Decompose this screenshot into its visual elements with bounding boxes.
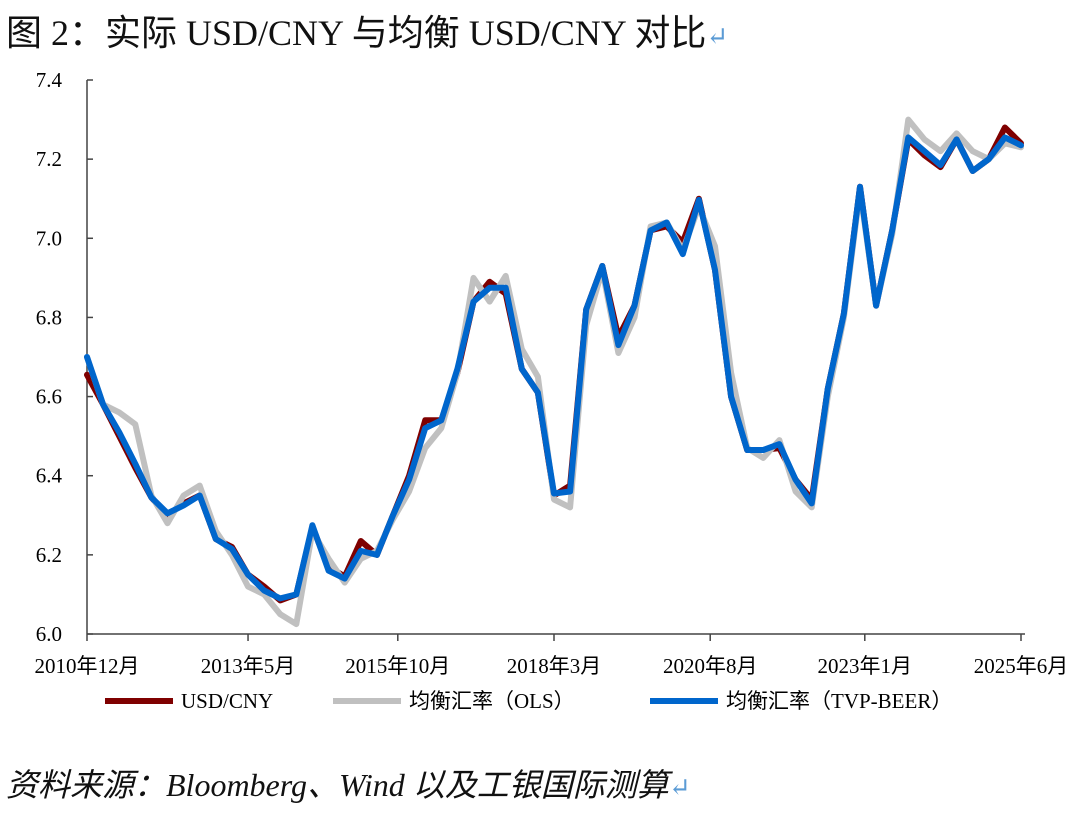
x-tick-label: 2025年6月 <box>974 654 1069 678</box>
y-tick-label: 7.2 <box>36 147 62 171</box>
y-tick-label: 6.0 <box>36 622 62 646</box>
x-tick-label: 2023年1月 <box>818 654 913 678</box>
source-text: 资料来源：Bloomberg、Wind 以及工银国际测算 <box>6 767 669 803</box>
legend: USD/CNY 均衡汇率（OLS） 均衡汇率（TVP-BEER） <box>105 689 952 713</box>
series-line-0 <box>84 124 1024 604</box>
y-tick-label: 6.6 <box>36 385 62 409</box>
return-mark-icon: ↵ <box>706 22 729 51</box>
x-tick-label: 2010年12月 <box>35 654 140 678</box>
chart-title: 图 2：实际 USD/CNY 与均衡 USD/CNY 对比↵ <box>6 4 728 56</box>
return-mark-icon: ↵ <box>668 773 691 802</box>
y-tick-label: 6.8 <box>36 305 62 329</box>
y-tick-label: 6.4 <box>36 464 63 488</box>
x-tick-label: 2018年3月 <box>507 654 602 678</box>
y-tick-label: 7.0 <box>36 226 62 250</box>
y-tick-label: 6.2 <box>36 543 62 567</box>
series-line-2 <box>84 134 1024 602</box>
source-note: 资料来源：Bloomberg、Wind 以及工银国际测算↵ <box>6 760 691 806</box>
x-tick-label: 2013年5月 <box>201 654 296 678</box>
x-tick-label: 2020年8月 <box>663 654 758 678</box>
legend-label: 均衡汇率（OLS） <box>409 689 575 713</box>
series-lines <box>84 116 1024 628</box>
axes: 6.0 6.2 6.4 6.6 6.8 7.0 7.2 7.4 2010年12月 2013年5月 2… <box>35 68 1069 678</box>
line-chart: 6.0 6.2 6.4 6.6 6.8 7.0 7.2 7.4 2010年12月 2013年5月 2… <box>35 68 1069 713</box>
x-tick-label: 2015年10月 <box>345 654 450 678</box>
y-tick-label: 7.4 <box>36 68 63 92</box>
legend-label: 均衡汇率（TVP-BEER） <box>726 689 952 713</box>
legend-label: USD/CNY <box>181 689 273 713</box>
chart-title-text: 图 2：实际 USD/CNY 与均衡 USD/CNY 对比 <box>6 13 707 53</box>
